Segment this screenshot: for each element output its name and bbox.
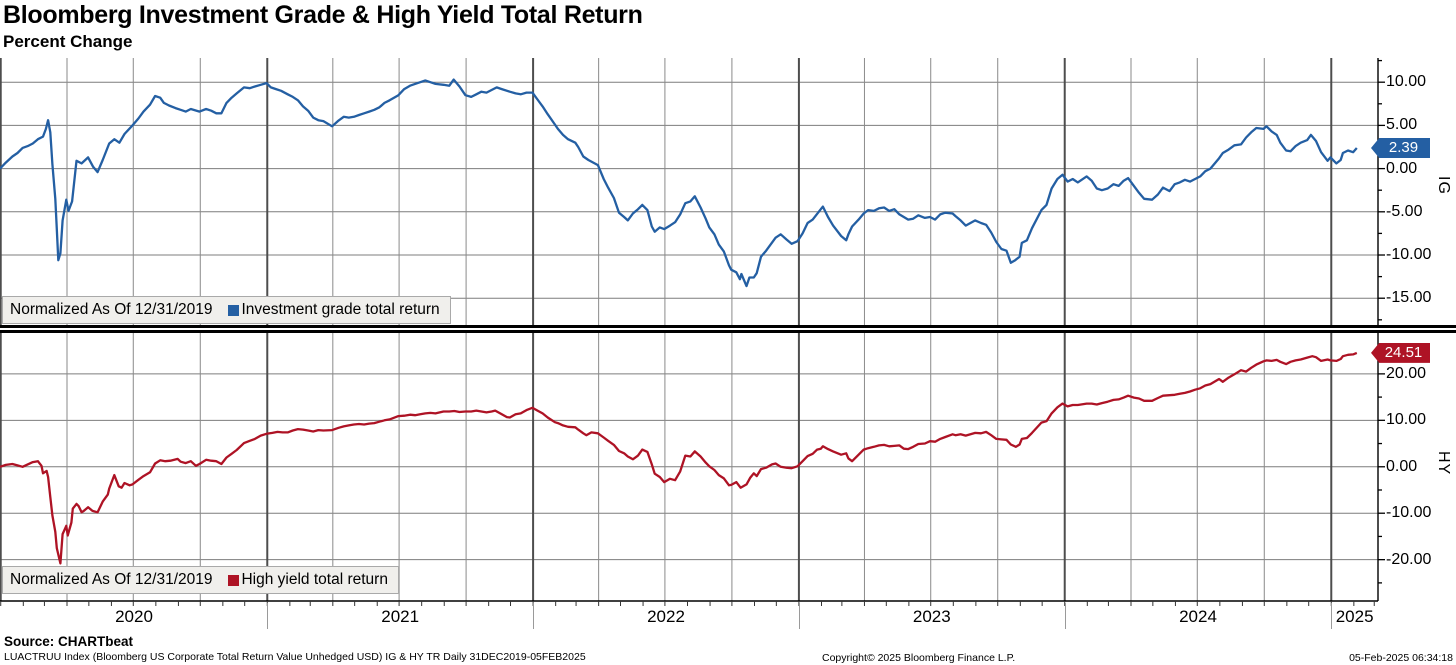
ig-ytick-label: -5.00 (1386, 202, 1423, 220)
hy-series-marker-icon (228, 574, 240, 586)
legend-normalized-note: Normalized As Of 12/31/2019 (10, 571, 213, 588)
ig-ytick-label: -15.00 (1386, 289, 1432, 307)
ig-ytick-label: 5.00 (1386, 116, 1418, 134)
hy-series-line (0, 351, 1358, 565)
ig-axis-title: IG (1435, 175, 1452, 195)
legend-series-label: Investment grade total return (241, 301, 440, 318)
ig-ytick-label: 0.00 (1386, 159, 1418, 177)
index-description: LUACTRUU Index (Bloomberg US Corporate T… (4, 651, 586, 663)
hy-ytick-label: -20.00 (1386, 550, 1432, 568)
timestamp-label: 05-Feb-2025 06:34:18 (1349, 652, 1453, 664)
hy-ytick-label: 0.00 (1386, 457, 1418, 475)
x-year-label: 2025 (1335, 607, 1374, 626)
ig-series-marker-icon (228, 304, 240, 316)
hy-axis-title: HY (1435, 451, 1452, 476)
x-year-label: 2021 (381, 607, 420, 626)
x-year-separator (1331, 603, 1333, 629)
x-year-separator (798, 603, 800, 629)
legend-investment-grade: Normalized As Of 12/31/2019 Investment g… (2, 296, 451, 324)
ig-last-value-badge: 2.39 (1371, 137, 1430, 158)
x-year-separator (1064, 603, 1066, 629)
hy-ytick-label: 20.00 (1386, 364, 1427, 382)
panel-separator (0, 325, 1456, 333)
x-year-label: 2024 (1179, 607, 1217, 626)
ig-ytick-label: 10.00 (1386, 73, 1427, 91)
x-year-label: 2023 (912, 607, 951, 626)
source-label: Source: CHARTbeat (4, 634, 134, 649)
copyright-label: Copyright© 2025 Bloomberg Finance L.P. (822, 652, 1016, 664)
ig-series-line (0, 78, 1358, 288)
x-year-separator (267, 603, 269, 629)
x-year-separator (533, 603, 535, 629)
x-year-label: 2020 (115, 607, 153, 626)
hy-last-value-badge: 24.51 (1371, 342, 1430, 363)
page-title: Bloomberg Investment Grade & High Yield … (3, 1, 643, 29)
legend-high-yield: Normalized As Of 12/31/2019 High yield t… (2, 566, 399, 594)
legend-series-label: High yield total return (241, 571, 388, 588)
legend-normalized-note: Normalized As Of 12/31/2019 (10, 301, 213, 318)
page-subtitle: Percent Change (3, 32, 133, 51)
hy-ytick-label: -10.00 (1386, 504, 1432, 522)
hy-ytick-label: 10.00 (1386, 411, 1427, 429)
x-year-label: 2022 (647, 607, 685, 626)
ig-ytick-label: -10.00 (1386, 246, 1432, 263)
